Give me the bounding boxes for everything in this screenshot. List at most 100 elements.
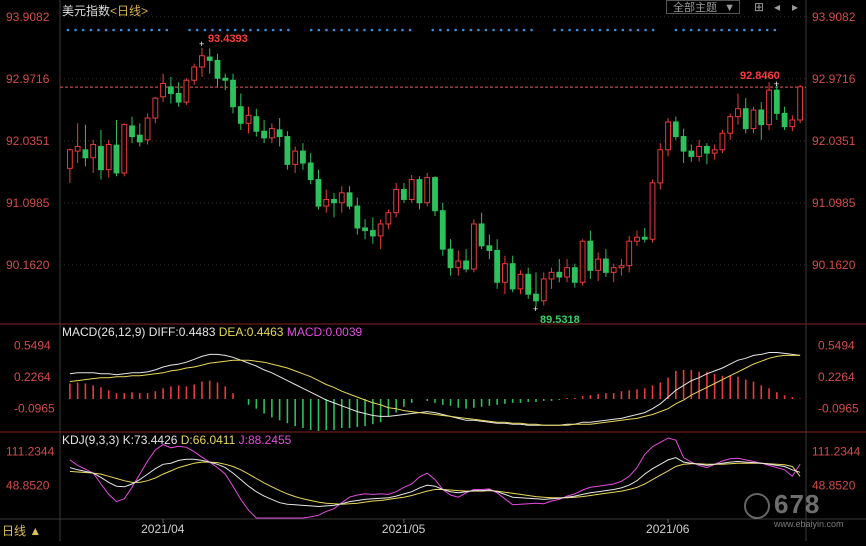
candle-body (727, 116, 734, 134)
price-dot-marker (492, 28, 495, 32)
last-price-label: 92.8460 (740, 70, 780, 82)
candle-body (338, 192, 345, 204)
price-axis-label-left: 92.0351 (6, 134, 50, 148)
macd-dea-value: DEA:0.4463 (218, 325, 284, 339)
price-dot-marker (332, 28, 336, 32)
candle-body (789, 119, 796, 128)
candle-body (719, 132, 726, 151)
price-axis-label-left: 91.0985 (6, 196, 50, 210)
period-label[interactable]: <日线> (110, 4, 149, 18)
candle-body (696, 145, 703, 157)
candle-body (525, 273, 532, 295)
candle-body (167, 86, 174, 94)
price-dot-marker (370, 28, 374, 32)
arrow-left-icon[interactable]: ◂ (773, 0, 781, 14)
macd-macd-value: MACD:0.0039 (286, 325, 363, 339)
candle-body (191, 66, 198, 81)
candle-body (797, 86, 804, 121)
macd-axis-label-left: 0.5494 (14, 339, 51, 353)
price-dot-marker (347, 28, 351, 32)
candle-body (680, 136, 687, 152)
macd-name: MACD(26,12,9) (62, 325, 146, 339)
candle-body (750, 109, 757, 130)
candle-body (144, 117, 151, 141)
price-dot-marker (104, 28, 108, 32)
candle-body (292, 150, 299, 165)
price-dot-marker (712, 28, 716, 32)
price-dot-marker (241, 28, 245, 32)
price-dot-marker (325, 28, 328, 32)
kdj-axis-label-right: 48.8520 (812, 479, 856, 493)
candle-body (354, 205, 361, 229)
price-dot-marker (773, 28, 777, 32)
price-dot-marker (477, 28, 480, 32)
price-dot-marker (735, 28, 739, 32)
candle-body (641, 236, 648, 240)
price-dot-marker (598, 28, 602, 32)
watermark-url: www.ebaiyin.com (774, 519, 844, 529)
candle-body (626, 240, 633, 267)
price-dot-marker (385, 28, 389, 32)
arrow-right-icon[interactable]: ▸ (791, 0, 799, 14)
price-dot-marker (165, 28, 169, 32)
candle-body (393, 189, 400, 214)
price-dot-marker (515, 28, 518, 32)
candle-body (439, 210, 446, 250)
candle-body (447, 248, 454, 269)
candle-body (634, 236, 640, 242)
kdj-d-value: D:66.0411 (180, 433, 236, 447)
price-dot-marker (401, 28, 404, 32)
price-dot-marker (522, 28, 526, 32)
price-dot-marker (705, 28, 708, 32)
candle-body (129, 125, 135, 138)
candle-body (766, 89, 772, 126)
instrument-title: 美元指数<日线> (62, 2, 148, 19)
price-dot-marker (135, 28, 138, 32)
candle-body (82, 149, 89, 159)
price-dot-marker (583, 28, 587, 32)
candle-body (711, 149, 718, 154)
watermark: 678 www.ebaiyin.com (744, 489, 854, 533)
grid-icon[interactable]: ⊞ (753, 0, 765, 14)
price-dot-marker (157, 28, 161, 32)
instrument-name: 美元指数 (62, 4, 111, 18)
price-dot-marker (317, 28, 321, 32)
price-dot-marker (287, 28, 290, 32)
price-dot-marker (279, 28, 283, 32)
price-dot-marker (264, 28, 267, 32)
price-dot-marker (340, 28, 343, 32)
candle-body (602, 258, 609, 273)
price-dot-marker (81, 28, 85, 32)
price-dot-marker (249, 28, 252, 32)
price-dot-marker (378, 28, 381, 32)
theme-select[interactable]: 全部主题 ▼ (666, 0, 740, 14)
price-axis-label-left: 90.1620 (6, 258, 50, 272)
candle-body (556, 271, 563, 278)
price-dot-marker (568, 28, 571, 32)
price-dot-marker (591, 28, 594, 32)
candle-body (455, 260, 462, 269)
period-tab[interactable]: 日线 ▲ (2, 524, 42, 538)
candle-body (758, 109, 765, 126)
price-dot-marker (256, 28, 260, 32)
chevron-down-icon: ▼ (724, 2, 735, 14)
candle-body (548, 271, 555, 280)
price-dot-marker (439, 28, 442, 32)
price-dot-marker (355, 28, 359, 32)
candle-body (385, 212, 392, 225)
kdj-k-value: K:73.4426 (122, 433, 178, 447)
candle-body (470, 223, 477, 270)
price-dot-marker (743, 28, 746, 32)
candle-body (533, 293, 539, 302)
price-dot-marker (530, 28, 533, 32)
price-dot-marker (720, 28, 723, 32)
candle-body (564, 267, 570, 278)
price-dot-marker (218, 28, 222, 32)
price-dot-marker (271, 28, 275, 32)
candle-body (136, 134, 143, 143)
watermark-logo-icon (744, 493, 770, 519)
price-dot-marker (499, 28, 503, 32)
price-axis-label-right: 90.1620 (812, 258, 856, 272)
price-dot-marker (112, 28, 115, 32)
macd-diff-line (69, 352, 801, 426)
